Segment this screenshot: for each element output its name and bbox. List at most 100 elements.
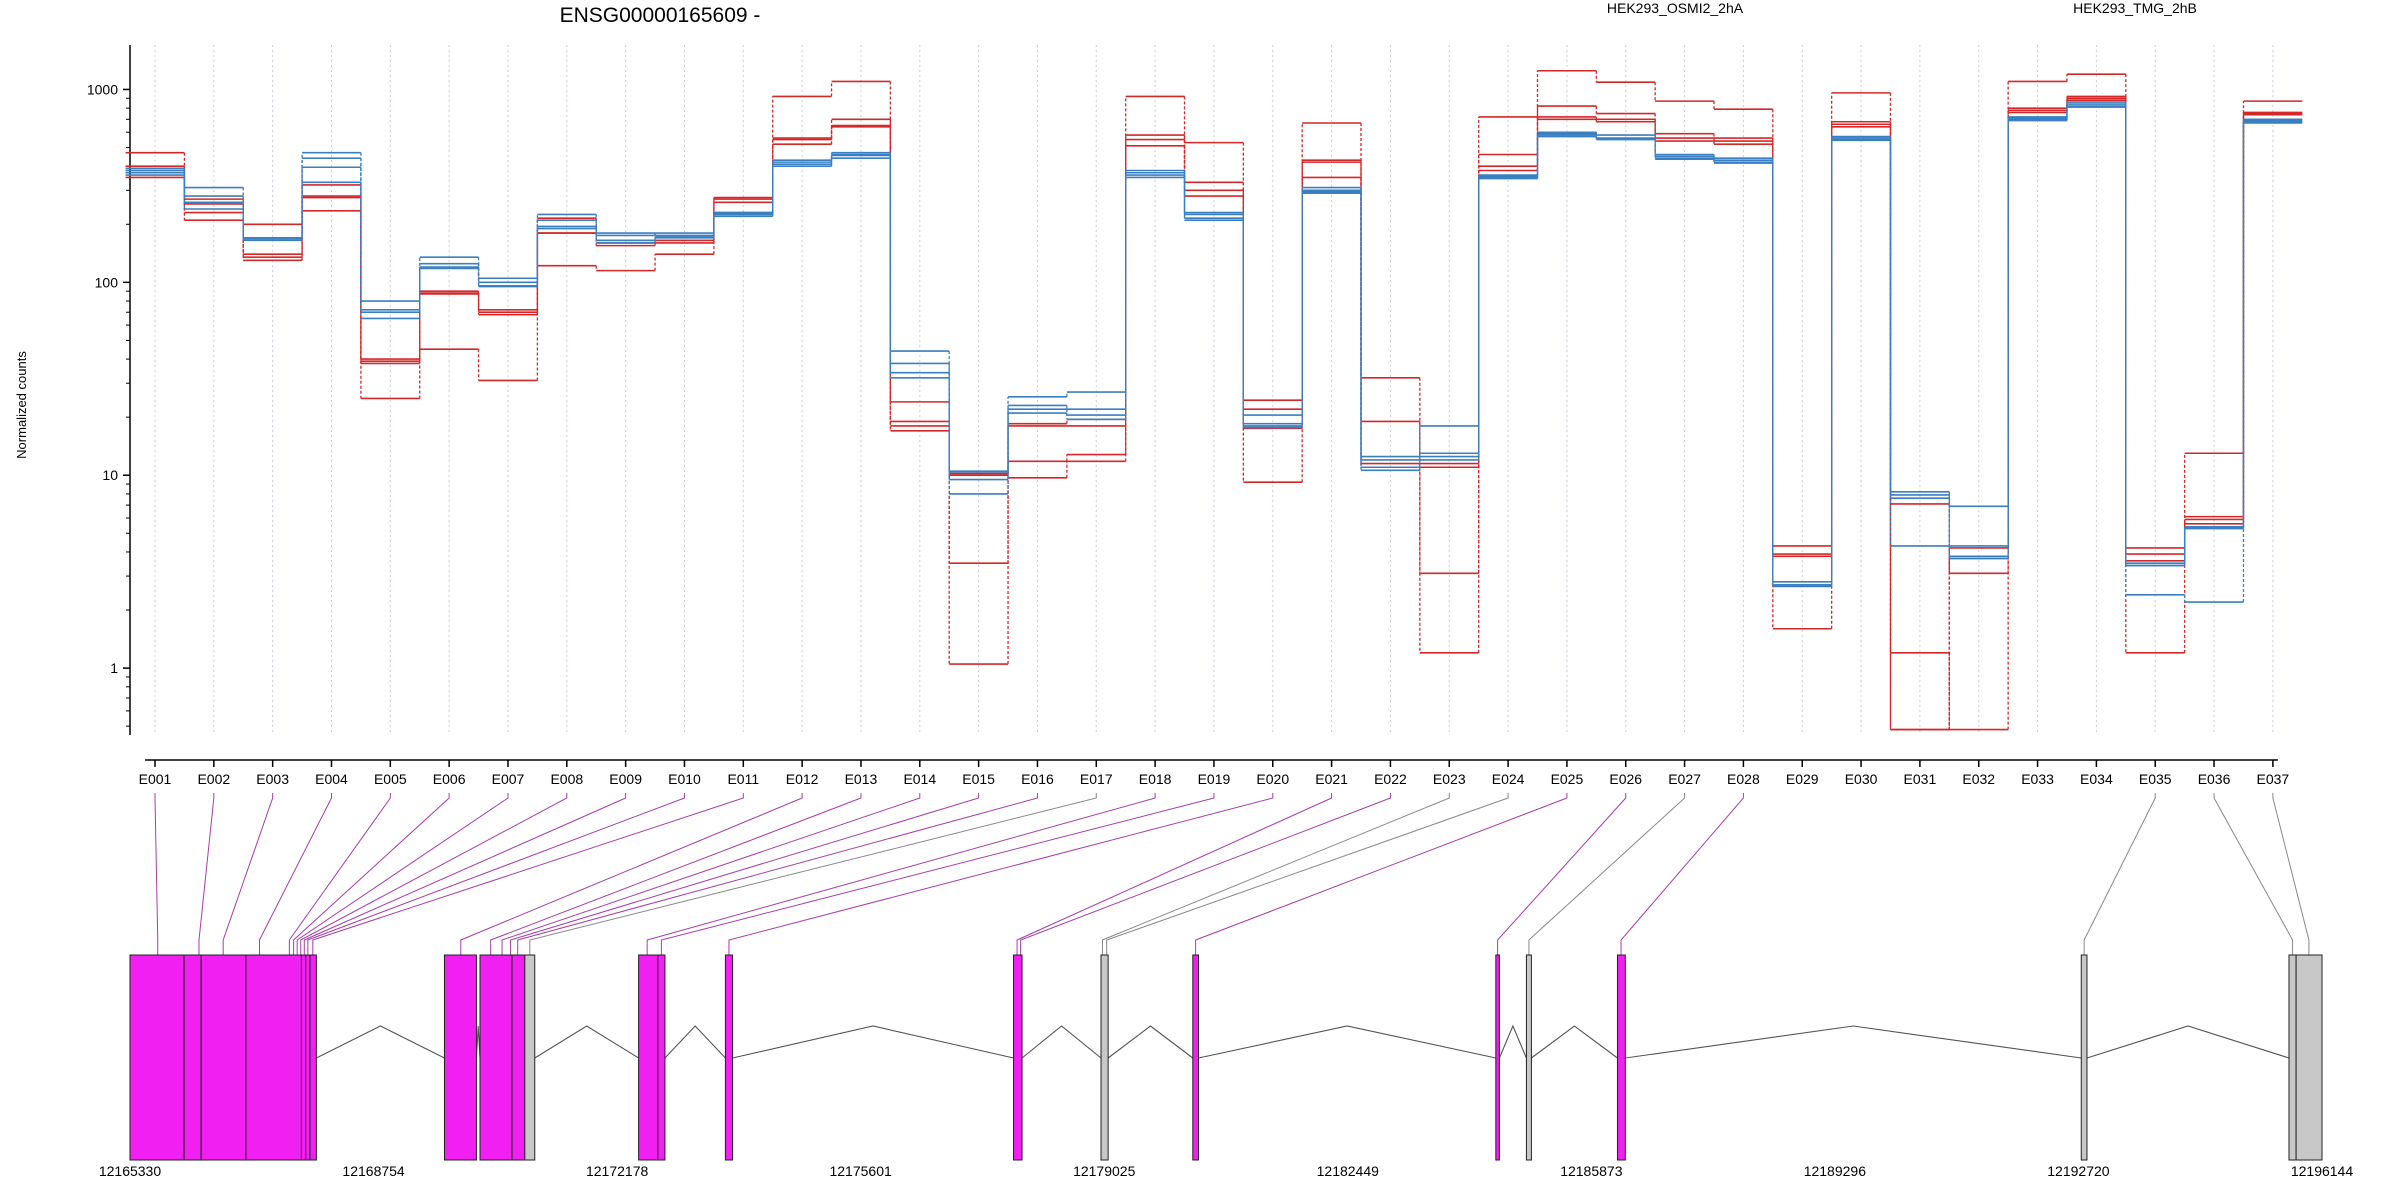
exon-block (724, 954, 734, 1161)
connector-e028 (1620, 793, 1744, 955)
connector-e014 (501, 793, 921, 955)
x-tick-label: E009 (609, 771, 642, 787)
y-axis-label: Normalized counts (14, 351, 29, 459)
genomic-tick-label: 12185873 (1560, 1163, 1623, 1179)
y-tick-label: 1000 (87, 81, 118, 97)
connector-e002 (198, 793, 215, 955)
x-tick-label: E012 (786, 771, 819, 787)
x-tick-label: E002 (197, 771, 230, 787)
y-axis: 1 10 100 1000 (87, 45, 131, 735)
connector-e001 (154, 793, 159, 955)
x-tick-label: E027 (1668, 771, 1701, 787)
connector-e024 (1106, 793, 1509, 955)
intron (475, 1025, 481, 1059)
exon-block (524, 954, 536, 1161)
x-tick-label: E025 (1551, 771, 1584, 787)
intron (1107, 1025, 1194, 1059)
connector-e013 (490, 793, 862, 955)
x-tick-label: E013 (845, 771, 878, 787)
intron (316, 1025, 445, 1059)
connector-e008 (300, 793, 568, 955)
x-tick-label: E008 (550, 771, 583, 787)
x-tick-label: E005 (374, 771, 407, 787)
connector-e005 (288, 793, 391, 955)
y-tick-label: 10 (102, 467, 118, 483)
x-tick-label: E011 (727, 771, 759, 787)
exon-block (1192, 954, 1199, 1161)
genomic-tick-label: 12196144 (2291, 1163, 2354, 1179)
x-axis: E001 E002 E003 E004 E005 E006 E007 E008 E009 E010… (139, 759, 2289, 787)
intron (732, 1025, 1014, 1059)
genomic-tick-label: 12179025 (1073, 1163, 1136, 1179)
y-tick-label: 100 (95, 274, 119, 290)
genomic-tick-label: 12182449 (1317, 1163, 1380, 1179)
x-tick-label: E003 (256, 771, 289, 787)
x-tick-label: E022 (1374, 771, 1407, 787)
connector-e003 (222, 793, 274, 955)
intron (2086, 1025, 2290, 1059)
connector-e026 (1497, 793, 1627, 955)
x-tick-label: E026 (1609, 771, 1642, 787)
connector-e036 (2213, 793, 2294, 955)
exon-connectors (154, 793, 2310, 955)
connector-e020 (728, 793, 1274, 955)
intron (1531, 1025, 1618, 1059)
exon-block (245, 954, 302, 1161)
exon-block (1616, 954, 1626, 1161)
connector-e004 (258, 793, 332, 955)
x-tick-label: E024 (1492, 771, 1525, 787)
connector-e011 (312, 793, 744, 955)
connector-e007 (296, 793, 509, 955)
series-layer (125, 69, 2303, 731)
exon-block (479, 954, 513, 1161)
exon-block (1100, 954, 1109, 1161)
series-8 (125, 101, 2303, 588)
connector-e037 (2272, 793, 2310, 955)
y-tick-label: 1 (110, 660, 118, 676)
exon-block (1525, 954, 1532, 1161)
x-tick-label: E028 (1727, 771, 1760, 787)
exon-block (1013, 954, 1023, 1161)
x-tick-label: E006 (433, 771, 466, 787)
x-tick-label: E035 (2139, 771, 2172, 787)
connector-e022 (1020, 793, 1391, 955)
legend-entry-osmi2: HEK293_OSMI2_2hA (1607, 0, 1744, 16)
connector-e009 (303, 793, 627, 955)
x-tick-label: E018 (1139, 771, 1172, 787)
exon-block (309, 954, 317, 1161)
connector-e023 (1101, 793, 1450, 955)
x-tick-label: E021 (1315, 771, 1348, 787)
x-tick-label: E010 (668, 771, 701, 787)
exon-block (2288, 954, 2297, 1161)
x-tick-label: E020 (1256, 771, 1289, 787)
intron (1625, 1025, 2082, 1059)
x-tick-label: E036 (2198, 771, 2231, 787)
connector-e025 (1195, 793, 1568, 955)
connector-e027 (1528, 793, 1686, 955)
genomic-axis: 12165330 12168754 12172178 12175601 12179025… (99, 1163, 2354, 1179)
x-tick-label: E032 (1962, 771, 1995, 787)
connector-e018 (646, 793, 1156, 955)
connector-e012 (460, 793, 803, 955)
connector-e016 (517, 793, 1038, 955)
x-tick-label: E014 (903, 771, 936, 787)
exon-block (443, 954, 477, 1161)
x-tick-label: E034 (2080, 771, 2113, 787)
exon-block (129, 954, 185, 1161)
intron (1021, 1025, 1102, 1059)
x-tick-label: E033 (2021, 771, 2054, 787)
exon-block (638, 954, 659, 1161)
exon-block (200, 954, 247, 1161)
x-tick-label: E031 (1904, 771, 1937, 787)
x-tick-label: E019 (1198, 771, 1231, 787)
connector-e021 (1016, 793, 1333, 955)
x-tick-label: E001 (139, 771, 172, 787)
exon-block (2295, 954, 2323, 1161)
x-tick-label: E015 (962, 771, 995, 787)
exon-block (305, 954, 311, 1161)
genomic-tick-label: 12172178 (586, 1163, 649, 1179)
x-tick-label: E029 (1786, 771, 1819, 787)
intron (664, 1025, 726, 1059)
